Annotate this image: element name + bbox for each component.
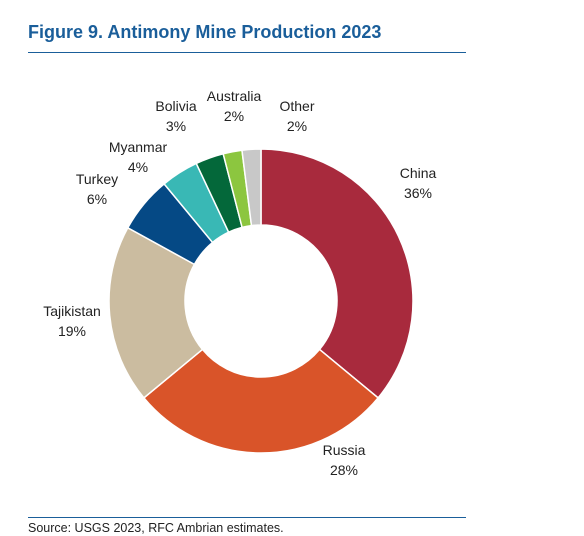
chart-title: Figure 9. Antimony Mine Production 2023 [28, 22, 382, 42]
slice-value-tajikistan: 19% [58, 323, 86, 339]
slice-value-bolivia: 3% [166, 118, 186, 134]
slice-label-other: Other [279, 98, 314, 114]
slice-other [241, 148, 262, 227]
slice-tajikistan [108, 226, 204, 399]
slice-label-russia: Russia [323, 442, 366, 458]
slice-label-myanmar: Myanmar [109, 139, 168, 155]
source-divider [28, 517, 466, 518]
slice-label-tajikistan: Tajikistan [43, 303, 101, 319]
donut-slices [108, 148, 414, 454]
slice-label-china: China [400, 165, 437, 181]
slice-value-russia: 28% [330, 462, 358, 478]
slice-value-turkey: 6% [87, 191, 107, 207]
source-note: Source: USGS 2023, RFC Ambrian estimates… [28, 521, 284, 535]
slice-labels: China 36% Russia 28% Tajikistan 19% Turkey 6% My… [43, 88, 436, 478]
slice-label-australia: Australia [207, 88, 262, 104]
slice-value-other: 2% [287, 118, 307, 134]
slice-value-myanmar: 4% [128, 159, 148, 175]
slice-china [260, 148, 414, 399]
slice-russia [142, 348, 380, 454]
slice-label-bolivia: Bolivia [155, 98, 196, 114]
slice-value-china: 36% [404, 185, 432, 201]
slice-value-australia: 2% [224, 108, 244, 124]
title-divider [28, 52, 466, 53]
slice-label-turkey: Turkey [76, 171, 118, 187]
